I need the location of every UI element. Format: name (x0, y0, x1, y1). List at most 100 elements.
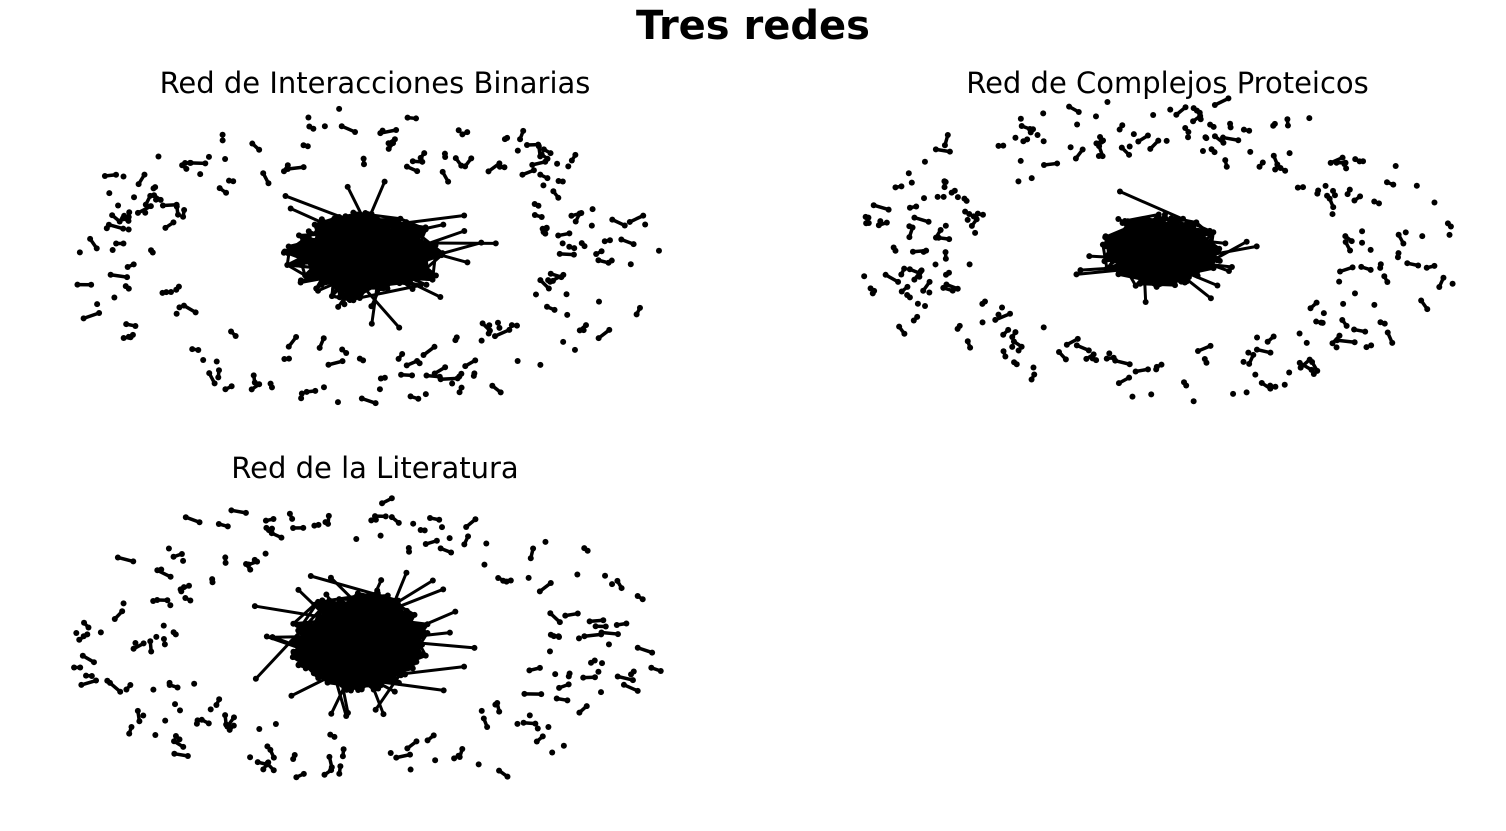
node (901, 330, 908, 337)
node (1343, 165, 1350, 172)
node (307, 572, 314, 579)
node (458, 162, 465, 169)
node (361, 251, 368, 258)
node (916, 273, 923, 280)
node (115, 202, 122, 209)
node (1153, 246, 1160, 253)
node (321, 771, 328, 778)
node (424, 621, 431, 628)
node (124, 274, 131, 281)
node (312, 634, 319, 641)
node (459, 131, 466, 138)
node (885, 206, 892, 213)
node (1144, 132, 1151, 139)
node (494, 699, 501, 706)
node (378, 226, 385, 233)
node (1156, 239, 1163, 246)
node (1144, 366, 1151, 373)
node (393, 656, 400, 663)
node (80, 315, 87, 322)
node (1172, 220, 1179, 227)
node (1282, 167, 1289, 174)
node (562, 612, 569, 619)
node (320, 384, 327, 391)
node (1449, 280, 1456, 287)
node (1159, 233, 1166, 240)
node (179, 162, 186, 169)
node (1375, 200, 1382, 207)
node (459, 746, 466, 753)
node (375, 666, 382, 673)
node (1170, 275, 1177, 282)
node (1066, 103, 1073, 110)
node (484, 723, 491, 730)
node (313, 285, 320, 292)
node (861, 273, 868, 280)
node (381, 374, 388, 381)
node (1383, 179, 1390, 186)
node (302, 255, 309, 262)
node (1235, 137, 1242, 144)
node (932, 146, 939, 153)
node (1132, 282, 1139, 289)
node (368, 517, 375, 524)
node (334, 223, 341, 230)
node (862, 213, 869, 220)
node (419, 641, 426, 648)
node (341, 301, 348, 308)
node (1202, 134, 1209, 141)
node (540, 146, 547, 153)
node (366, 672, 373, 679)
node (389, 640, 396, 647)
node (1040, 324, 1047, 331)
node (147, 203, 154, 210)
node (598, 248, 605, 255)
node (536, 664, 543, 671)
node (73, 630, 80, 637)
node (336, 770, 343, 777)
node (962, 208, 969, 215)
node (300, 524, 307, 531)
node (448, 549, 455, 556)
node (154, 596, 161, 603)
node (1362, 328, 1369, 335)
node (314, 626, 321, 633)
node (1284, 122, 1291, 129)
node (389, 271, 396, 278)
node (1371, 198, 1378, 205)
node (416, 360, 423, 367)
node (914, 300, 921, 307)
node (904, 283, 911, 290)
node (312, 387, 319, 394)
node (508, 322, 515, 329)
node (1169, 241, 1176, 248)
node (432, 272, 439, 279)
node (535, 202, 542, 209)
node (334, 266, 341, 273)
node (1197, 116, 1204, 123)
node (941, 184, 948, 191)
node (207, 706, 214, 713)
node (1363, 344, 1370, 351)
node (1122, 270, 1129, 277)
node (1359, 239, 1366, 246)
node (306, 123, 313, 130)
node (964, 216, 971, 223)
node (1203, 263, 1210, 270)
node (384, 266, 391, 273)
node (552, 671, 559, 678)
node (332, 649, 339, 656)
node (213, 358, 220, 365)
node (1227, 124, 1234, 131)
node (1322, 182, 1329, 189)
node (415, 395, 422, 402)
node (1163, 238, 1170, 245)
node (317, 264, 324, 271)
node (202, 160, 209, 167)
node (540, 228, 547, 235)
node (407, 264, 414, 271)
node (336, 627, 343, 634)
node (192, 309, 199, 316)
node (132, 640, 139, 647)
node (478, 707, 485, 714)
